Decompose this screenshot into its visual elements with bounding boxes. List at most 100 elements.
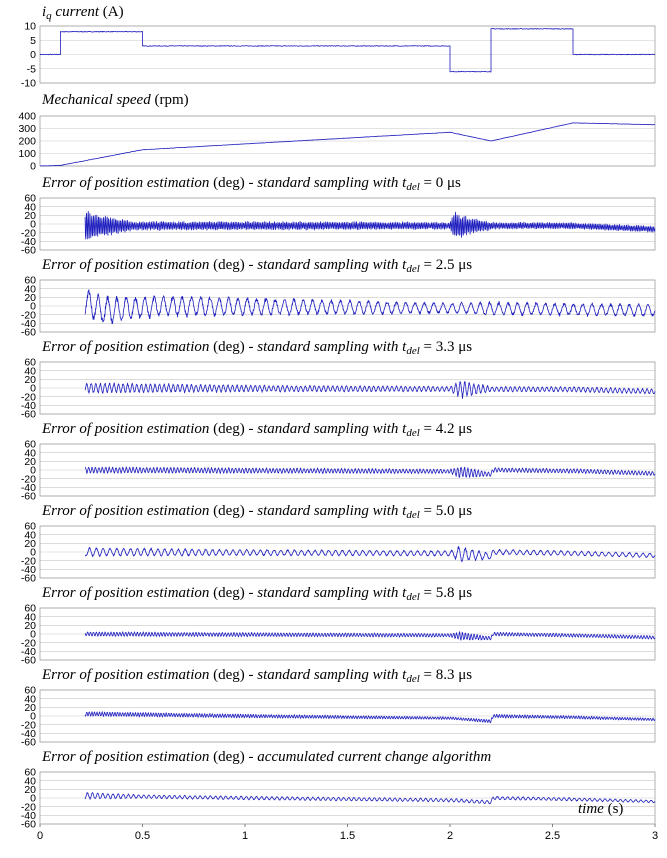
title-part: t (402, 667, 407, 683)
title-part: μs (458, 667, 472, 683)
y-tick-label: 20 (24, 702, 36, 714)
title-part: = 2.5 (420, 257, 458, 273)
title-part: t (402, 257, 407, 273)
y-tick-label: 40 (24, 201, 36, 213)
title-part: (deg) - (209, 585, 257, 601)
series-line-10 (84, 792, 656, 805)
y-tick-label: 40 (24, 447, 36, 459)
title-part: standard sampling with (257, 667, 402, 683)
y-tick-label: 20 (24, 456, 36, 468)
title-part: μs (458, 503, 472, 519)
title-part: standard sampling with (257, 503, 402, 519)
panel-title: Mechanical speed (rpm) (41, 92, 189, 108)
y-tick-label: -40 (21, 646, 36, 658)
plot-frame (39, 443, 656, 497)
y-tick-label: 10 (24, 21, 36, 33)
y-tick-label: 400 (18, 111, 36, 123)
series-line-6 (84, 466, 656, 478)
panel-title: iq current (A) (42, 4, 124, 22)
y-tick-label: -5 (27, 63, 36, 75)
title-part: standard sampling with (257, 339, 402, 355)
title-part: t (402, 175, 407, 191)
title-part: t (402, 421, 407, 437)
plot-frame (39, 197, 656, 251)
title-part: = 5.0 (420, 503, 458, 519)
y-tick-label: -40 (21, 482, 36, 494)
y-tick-label: 40 (24, 365, 36, 377)
title-part: Mechanical speed (41, 92, 151, 108)
title-part: i (42, 4, 46, 20)
series-line-3 (84, 210, 656, 240)
title-part: (deg) - (209, 421, 257, 437)
y-tick-label: 40 (24, 529, 36, 541)
title-part: (rpm) (151, 92, 189, 108)
title-part: del (406, 345, 419, 357)
title-part: μs (458, 257, 472, 273)
title-part: Error of position estimation (41, 667, 209, 683)
x-tick-label: 1 (242, 830, 248, 842)
y-tick-label: -60 (21, 409, 36, 421)
y-tick-label: 0 (30, 793, 36, 805)
y-tick-label: 60 (24, 603, 36, 615)
title-part: t (402, 585, 407, 601)
title-part: del (406, 263, 419, 275)
y-tick-label: -60 (21, 819, 36, 831)
y-tick-label: -60 (21, 573, 36, 585)
y-tick-label: 0 (30, 711, 36, 723)
y-tick-label: 0 (30, 219, 36, 231)
y-tick-label: -20 (21, 801, 36, 813)
plot-frame (39, 689, 656, 743)
title-part: Error of position estimation (41, 585, 209, 601)
y-tick-label: -40 (21, 236, 36, 248)
panel-title: Error of position estimation (deg) - sta… (41, 421, 472, 439)
title-part: Error of position estimation (41, 339, 209, 355)
plot-frame (39, 279, 656, 333)
series-line-9 (84, 711, 656, 724)
title-part: (deg) - (209, 257, 257, 273)
y-tick-label: -20 (21, 309, 36, 321)
y-tick-label: -60 (21, 655, 36, 667)
x-tick-label: 3 (652, 830, 658, 842)
y-tick-label: 0 (30, 301, 36, 313)
title-part: (A) (99, 4, 124, 20)
panel-title: Error of position estimation (deg) - sta… (41, 667, 472, 685)
title-part: q (46, 10, 52, 22)
title-part: μs (447, 175, 461, 191)
panel-title: Error of position estimation (deg) - acc… (41, 749, 491, 765)
x-axis-label: time (s) (578, 801, 623, 817)
y-tick-label: -40 (21, 400, 36, 412)
plot-frame (39, 607, 656, 661)
title-part: = 5.8 (420, 585, 458, 601)
y-tick-label: 60 (24, 439, 36, 451)
y-tick-label: -20 (21, 719, 36, 731)
plot-frame (39, 525, 656, 579)
y-tick-label: 0 (30, 49, 36, 61)
y-tick-label: 20 (24, 620, 36, 632)
series-line-2 (39, 122, 656, 167)
title-part: standard sampling with (257, 175, 402, 191)
title-part: standard sampling with (257, 585, 402, 601)
y-tick-label: -60 (21, 491, 36, 503)
title-part: = 0 (420, 175, 447, 191)
y-tick-label: 60 (24, 521, 36, 533)
title-part: t (402, 339, 407, 355)
y-tick-label: 100 (18, 148, 36, 160)
y-tick-label: 60 (24, 685, 36, 697)
title-part: = 3.3 (420, 339, 458, 355)
y-tick-label: 40 (24, 693, 36, 705)
title-part: Error of position estimation (41, 175, 209, 191)
y-tick-label: 20 (24, 210, 36, 222)
plot-frame (39, 115, 656, 167)
x-tick-label: 2.5 (545, 830, 560, 842)
title-part: Error of position estimation (41, 421, 209, 437)
y-tick-label: 40 (24, 283, 36, 295)
y-tick-label: -20 (21, 227, 36, 239)
title-part: Error of position estimation (41, 749, 209, 765)
y-tick-label: -10 (21, 78, 36, 90)
title-part: del (406, 181, 419, 193)
